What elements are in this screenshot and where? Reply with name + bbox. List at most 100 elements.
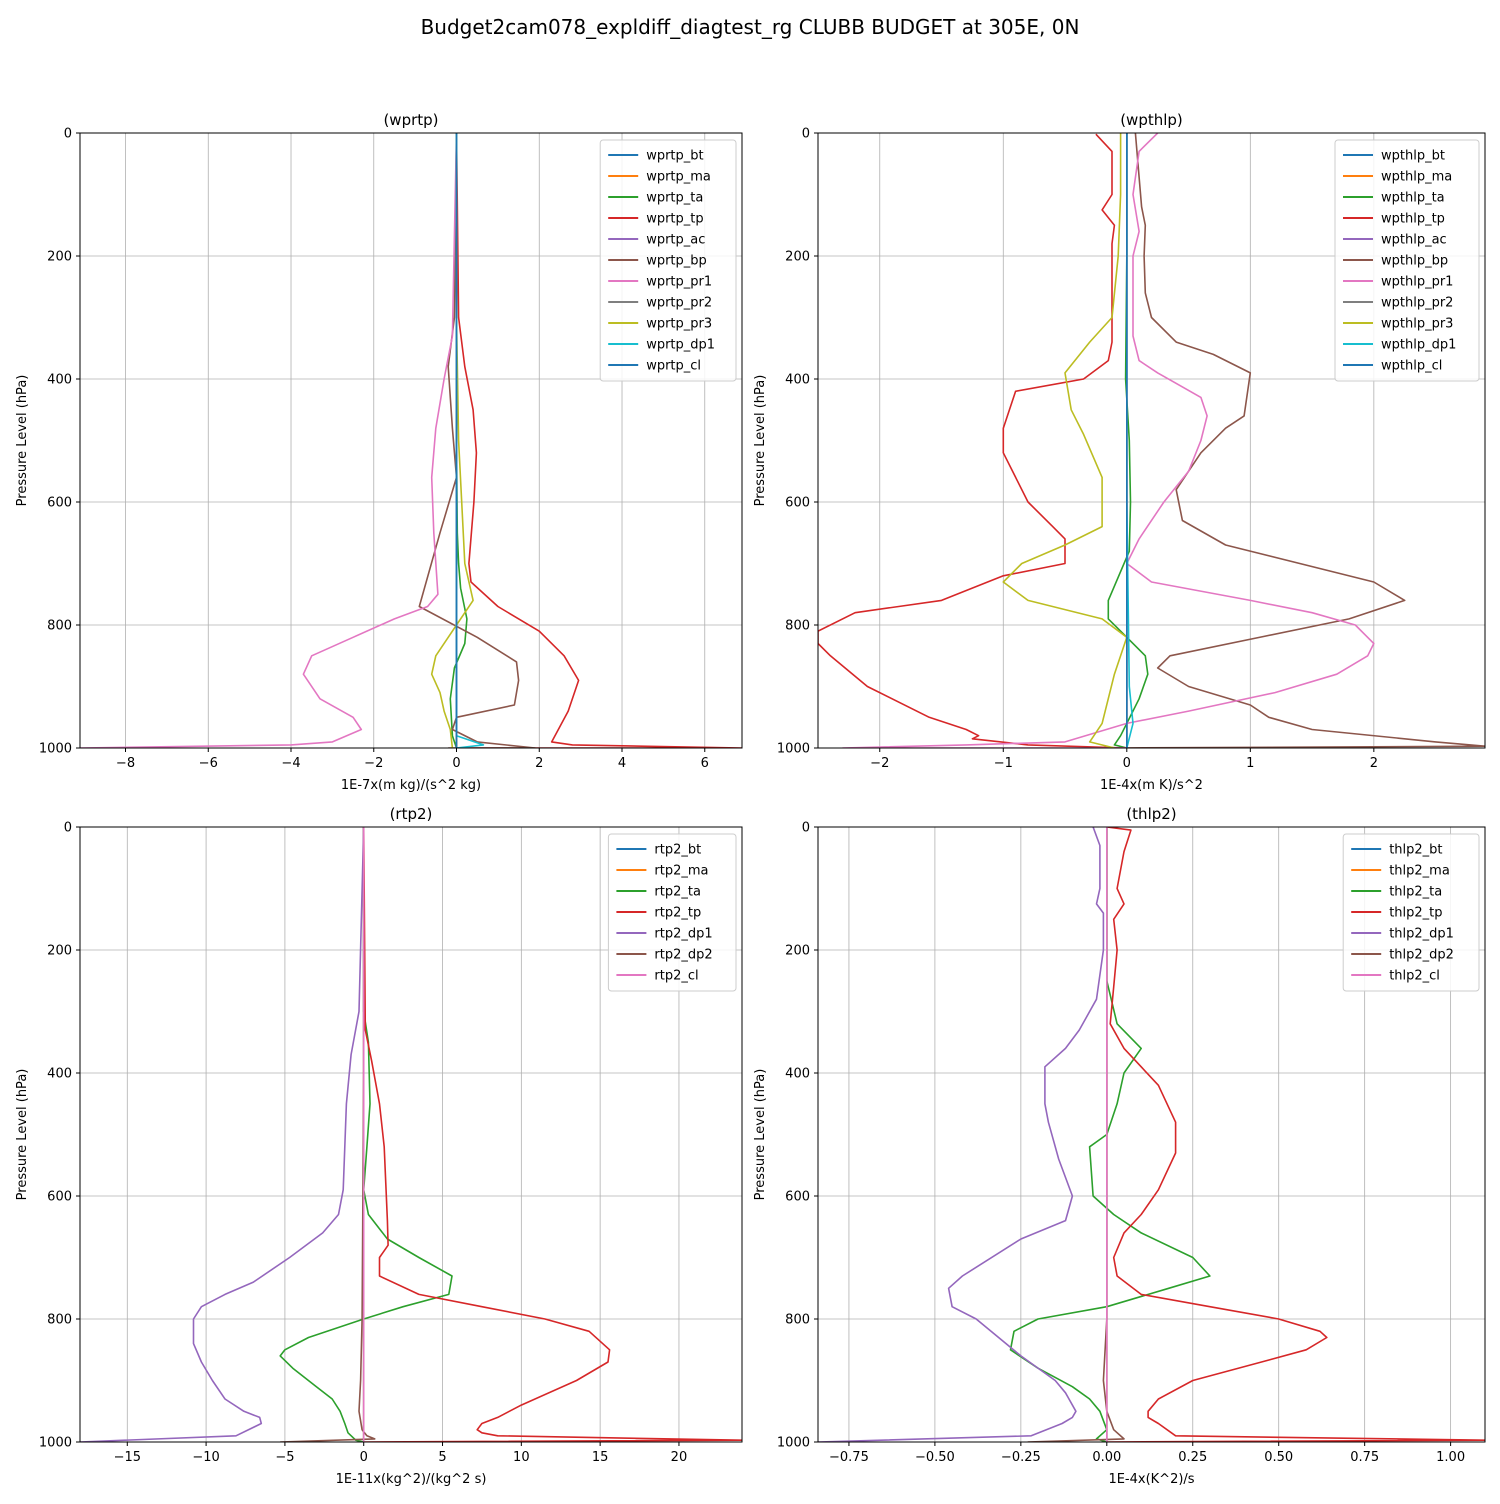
series-line-wpthlp_bp <box>1114 133 1485 748</box>
x-tick-label: 5 <box>438 1450 446 1465</box>
legend-label-wpthlp_dp1: wpthlp_dp1 <box>1381 338 1456 353</box>
legend-label-wprtp_pr2: wprtp_pr2 <box>646 296 712 311</box>
legend-label-wpthlp_tp: wpthlp_tp <box>1381 212 1445 227</box>
y-tick-label: 1000 <box>39 742 72 757</box>
x-tick-label: −6 <box>199 756 218 771</box>
x-tick-label: 0.50 <box>1264 1450 1293 1465</box>
y-tick-label: 0 <box>802 127 810 142</box>
series-line-thlp2_dp2 <box>1027 827 1125 1442</box>
x-tick-label: 0 <box>452 756 460 771</box>
x-tick-label: 6 <box>701 756 709 771</box>
x-tick-label: 0 <box>1123 756 1131 771</box>
x-tick-label: −15 <box>114 1450 141 1465</box>
subplot-title: (rtp2) <box>390 805 433 823</box>
y-tick-label: 800 <box>47 619 72 634</box>
x-tick-label: 2 <box>535 756 543 771</box>
y-axis-label: Pressure Level (hPa) <box>15 1069 30 1201</box>
x-tick-label: 2 <box>1370 756 1378 771</box>
legend-label-thlp2_ta: thlp2_ta <box>1389 885 1442 900</box>
legend-label-wpthlp_ma: wpthlp_ma <box>1381 170 1452 185</box>
legend-box <box>1334 139 1480 382</box>
legend-label-rtp2_dp1: rtp2_dp1 <box>654 927 712 942</box>
y-tick-label: 1000 <box>39 1436 72 1451</box>
x-axis-label: 1E-4x(m K)/s^2 <box>1100 778 1203 793</box>
legend-label-thlp2_dp2: thlp2_dp2 <box>1389 948 1454 963</box>
x-tick-label: −1 <box>994 756 1013 771</box>
legend-label-thlp2_ma: thlp2_ma <box>1389 864 1450 879</box>
legend-label-rtp2_cl: rtp2_cl <box>654 969 698 984</box>
series-group <box>80 827 742 1442</box>
y-tick-label: 600 <box>785 496 810 511</box>
legend-label-wprtp_tp: wprtp_tp <box>646 212 703 227</box>
x-tick-label: 20 <box>671 1450 688 1465</box>
subplot-3: −0.75 −0.50 −0.25 0.00 0.25 0.50 0.75 1.00 0 200 4… <box>753 805 1486 1487</box>
legend-label-rtp2_ma: rtp2_ma <box>654 864 708 879</box>
subplot-2: −15 −10 −5 0 5 10 15 2002004006008001000(rtp2)1… <box>15 805 743 1487</box>
legend-label-wpthlp_pr1: wpthlp_pr1 <box>1381 275 1453 290</box>
legend-label-wprtp_cl: wprtp_cl <box>646 359 701 374</box>
series-group <box>818 133 1485 748</box>
x-axis-label: 1E-11x(kg^2)/(kg^2 s) <box>336 1472 487 1487</box>
legend-label-thlp2_dp1: thlp2_dp1 <box>1389 927 1454 942</box>
x-tick-label: −4 <box>281 756 300 771</box>
series-line-thlp2_dp1 <box>818 827 1105 1442</box>
x-tick-label: 10 <box>513 1450 530 1465</box>
legend-label-rtp2_ta: rtp2_ta <box>654 885 701 900</box>
legend-label-wprtp_bp: wprtp_bp <box>646 254 707 269</box>
x-tick-label: 1.00 <box>1436 1450 1465 1465</box>
legend-label-rtp2_dp2: rtp2_dp2 <box>654 948 712 963</box>
legend-label-thlp2_cl: thlp2_cl <box>1389 969 1440 984</box>
legend: thlp2_bt thlp2_ma thlp2_ta thlp2_tp thlp2_dp… <box>1342 833 1480 992</box>
legend-label-wprtp_dp1: wprtp_dp1 <box>646 338 715 353</box>
series-line-wprtp_dp1 <box>455 133 485 748</box>
legend-box <box>599 139 737 382</box>
legend-label-wpthlp_cl: wpthlp_cl <box>1381 359 1442 374</box>
series-line-wpthlp_pr3 <box>1002 133 1128 748</box>
x-tick-label: −2 <box>870 756 889 771</box>
axes-frame <box>79 826 743 1443</box>
legend-label-wprtp_ma: wprtp_ma <box>646 170 711 185</box>
y-tick-label: 0 <box>64 127 72 142</box>
x-tick-label: 15 <box>592 1450 609 1465</box>
legend-label-rtp2_tp: rtp2_tp <box>654 906 701 921</box>
y-tick-label: 600 <box>47 496 72 511</box>
y-tick-label: 400 <box>47 1067 72 1082</box>
y-tick-label: 200 <box>785 250 810 265</box>
legend-label-rtp2_bt: rtp2_bt <box>654 843 701 858</box>
legend-box <box>607 833 737 992</box>
legend-label-wpthlp_ta: wpthlp_ta <box>1381 191 1445 206</box>
y-tick-label: 200 <box>47 250 72 265</box>
x-tick-label: −0.25 <box>1001 1450 1041 1465</box>
y-tick-label: 0 <box>802 821 810 836</box>
series-line-wprtp_pr3 <box>430 133 474 748</box>
subplot-1: −2 −1 0 1 2 0 200 400 600 800 1000 (wpthlp) 1E-4x(m … <box>753 111 1486 793</box>
x-tick-label: 0 <box>360 1450 368 1465</box>
x-tick-label: 1 <box>1246 756 1254 771</box>
legend-label-wpthlp_pr3: wpthlp_pr3 <box>1381 317 1453 332</box>
series-line-wpthlp_pr1 <box>841 133 1375 748</box>
legend-label-wprtp_ac: wprtp_ac <box>646 233 705 248</box>
x-tick-label: 0.00 <box>1092 1450 1121 1465</box>
series-line-wprtp_tp <box>455 133 742 748</box>
legend: wprtp_bt wprtp_ma wprtp_ta wprtp_tp wprtp_ac… <box>599 139 737 382</box>
subplot-0: −8 −6 −4 −2 0 2 4 6 0 200 400 600 800 1000 (wprtp) 1E-7… <box>15 111 743 793</box>
x-tick-label: −10 <box>192 1450 219 1465</box>
y-tick-label: 200 <box>785 944 810 959</box>
legend-label-wpthlp_bt: wpthlp_bt <box>1381 149 1445 164</box>
axes-frame <box>817 826 1486 1443</box>
legend: wpthlp_bt wpthlp_ma wpthlp_ta wpthlp_tpwpth… <box>1334 139 1480 382</box>
legend-box <box>1342 833 1480 992</box>
y-tick-label: 600 <box>785 1190 810 1205</box>
axes-frame <box>817 132 1486 749</box>
legend-label-wpthlp_bp: wpthlp_bp <box>1381 254 1448 269</box>
series-line-rtp2_ta <box>279 827 453 1442</box>
x-tick-label: −0.50 <box>915 1450 955 1465</box>
y-tick-label: 1000 <box>777 742 810 757</box>
legend-label-thlp2_bt: thlp2_bt <box>1389 843 1442 858</box>
legend-label-wpthlp_ac: wpthlp_ac <box>1381 233 1447 248</box>
subplot-title: (thlp2) <box>1126 805 1176 823</box>
series-line-wprtp_pr1 <box>80 133 458 748</box>
y-tick-label: 800 <box>47 1313 72 1328</box>
